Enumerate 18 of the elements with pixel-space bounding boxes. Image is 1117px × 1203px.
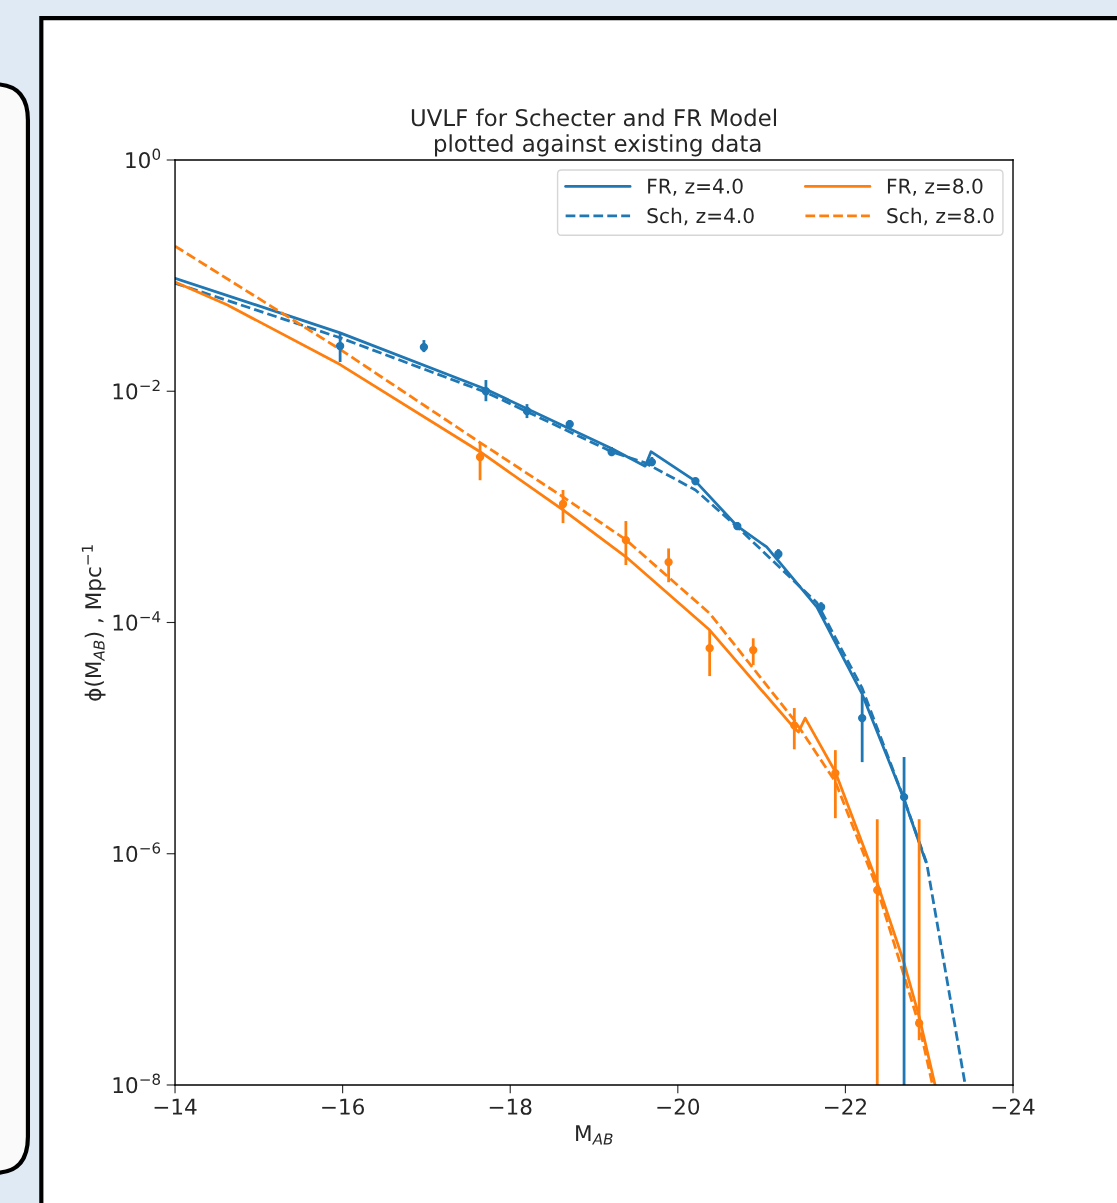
y-tick-label: 10$^{−6}$ <box>113 842 161 863</box>
y-tick-label: 10$^{−2}$ <box>113 379 160 400</box>
legend-label: Sch, z=4.0 <box>647 207 754 226</box>
x-tick-label: −22 <box>824 1098 866 1115</box>
y-tick-label: 10$^{0}$ <box>126 148 161 169</box>
y-tick-label: 10$^{−4}$ <box>113 611 161 631</box>
x-tick-label: −20 <box>657 1098 700 1115</box>
legend-label: FR, z=8.0 <box>887 178 983 196</box>
x-tick-label: −14 <box>154 1098 197 1115</box>
y-axis-title: ϕ(M$_{AB}$) , Mpc$^{−1}$ <box>81 545 106 701</box>
x-tick-label: −18 <box>489 1098 532 1115</box>
x-tick-label: −16 <box>322 1098 364 1115</box>
x-tick-label: −24 <box>992 1098 1035 1115</box>
x-axis-title: M$_{AB}$ <box>576 1125 613 1145</box>
chart-title: UVLF for Schecter and FR Model plotted against existing data <box>411 108 776 157</box>
legend-label: FR, z=4.0 <box>648 178 743 196</box>
y-tick-label: 10$^{−8}$ <box>113 1073 161 1094</box>
legend-label: Sch, z=8.0 <box>887 207 994 226</box>
